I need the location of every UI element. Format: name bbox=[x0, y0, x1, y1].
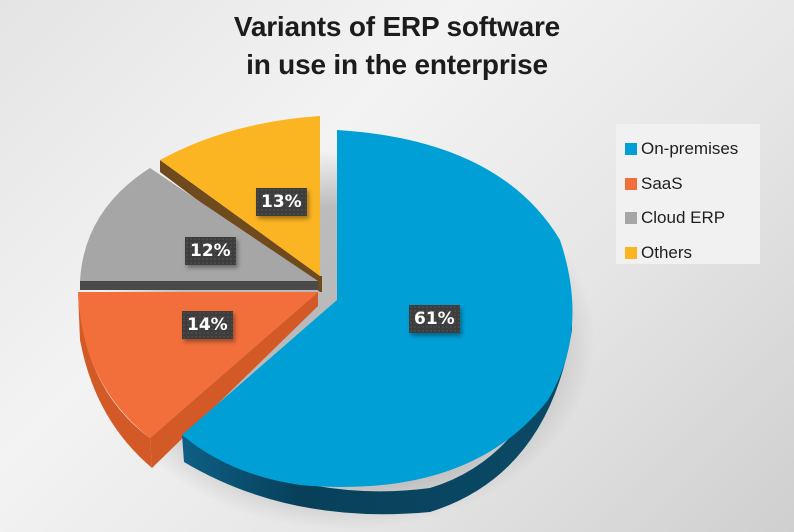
data-label-on-premises: 61% bbox=[409, 305, 460, 333]
legend-label: SaaS bbox=[641, 173, 683, 193]
legend-item-cloud-erp[interactable]: Cloud ERP bbox=[625, 201, 760, 236]
legend-label: Cloud ERP bbox=[641, 208, 726, 228]
chart-title-line-2: in use in the enterprise bbox=[246, 49, 548, 80]
legend: On-premises SaaS Cloud ERP Others bbox=[616, 124, 760, 264]
legend-label: Others bbox=[641, 242, 693, 262]
slice-cloud-erp[interactable] bbox=[80, 168, 318, 290]
legend-swatch-on-premises bbox=[625, 143, 637, 156]
legend-label: On-premises bbox=[641, 139, 739, 159]
legend-item-saas[interactable]: SaaS bbox=[625, 167, 760, 202]
slice-on-premises[interactable] bbox=[182, 130, 573, 515]
legend-item-on-premises[interactable]: On-premises bbox=[625, 132, 760, 167]
data-label-saas: 14% bbox=[182, 311, 233, 339]
slice-saas[interactable] bbox=[78, 292, 318, 468]
legend-swatch-cloud-erp bbox=[625, 212, 637, 225]
chart-title-line-1: Variants of ERP software bbox=[233, 11, 561, 42]
chart-title: Variants of ERP software in use in the e… bbox=[0, 8, 794, 84]
legend-item-others[interactable]: Others bbox=[625, 236, 760, 271]
data-label-cloud-erp: 12% bbox=[185, 237, 236, 265]
data-label-others: 13% bbox=[256, 188, 307, 216]
legend-swatch-saas bbox=[625, 177, 637, 190]
legend-swatch-others bbox=[625, 246, 637, 259]
